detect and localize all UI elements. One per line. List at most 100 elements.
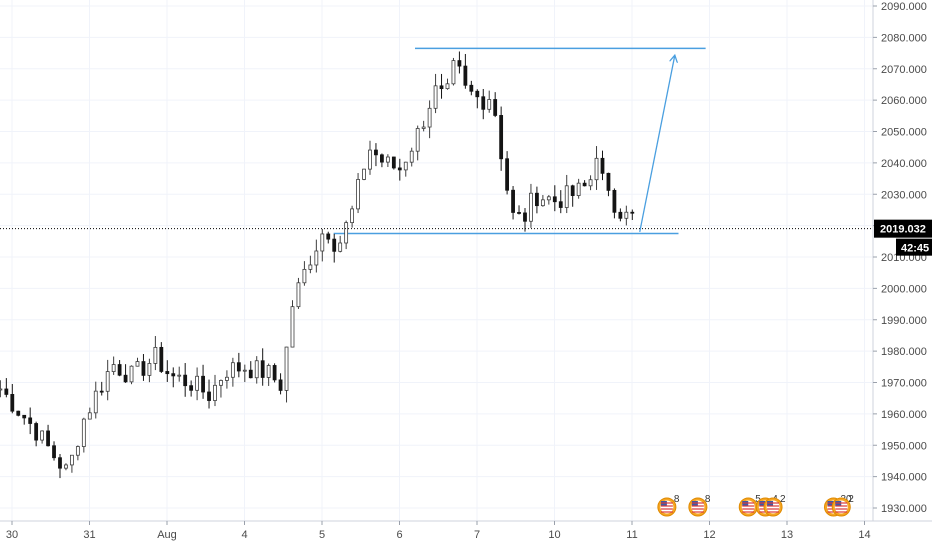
- candle: [177, 366, 182, 382]
- time-tick-label: 5: [319, 529, 325, 541]
- candle: [52, 441, 56, 461]
- candle-body: [439, 85, 444, 90]
- price-tick-label: 2070.000: [881, 64, 927, 76]
- candle-body: [535, 192, 539, 207]
- candle-body: [594, 157, 599, 181]
- candle: [380, 153, 384, 168]
- candle-layer: [0, 51, 635, 479]
- candle: [576, 178, 581, 199]
- candle-body: [105, 371, 110, 392]
- candle-body: [219, 380, 223, 386]
- event-count: 8: [674, 494, 680, 505]
- candle-body: [230, 362, 235, 378]
- economic-event-icon[interactable]: 5: [738, 494, 761, 517]
- event-count: 2: [848, 494, 854, 505]
- candle-body: [195, 375, 200, 391]
- candle-body: [576, 182, 581, 196]
- candle-body: [600, 157, 605, 174]
- time-tick-label: 31: [83, 529, 95, 541]
- candle-body: [570, 185, 575, 196]
- candle-body: [529, 192, 533, 222]
- candle: [499, 106, 504, 171]
- candle: [207, 379, 211, 409]
- candle: [564, 174, 569, 214]
- candle: [403, 161, 408, 177]
- time-tick-label: 14: [858, 529, 870, 541]
- candle-body: [207, 391, 211, 401]
- candle: [213, 374, 217, 407]
- candle: [338, 235, 343, 253]
- candle: [123, 364, 128, 383]
- candle: [242, 364, 247, 383]
- candle: [493, 92, 498, 118]
- candle-body: [338, 242, 343, 252]
- price-tick-label: 1980.000: [881, 346, 927, 358]
- candle: [529, 183, 533, 228]
- candle: [219, 379, 223, 398]
- economic-event-icon[interactable]: 2: [831, 494, 854, 517]
- time-tick-label: 10: [548, 529, 560, 541]
- candle: [415, 125, 420, 161]
- candle: [141, 354, 146, 381]
- candle: [308, 255, 313, 274]
- candle: [535, 186, 539, 214]
- candle: [111, 356, 116, 375]
- candle-body: [4, 388, 9, 395]
- candle-body: [296, 282, 301, 308]
- price-tick-label: 1950.000: [881, 440, 927, 452]
- candle-body: [171, 373, 176, 377]
- candle-body: [588, 179, 593, 187]
- candle-body: [58, 457, 62, 469]
- event-layer[interactable]: 88542302: [657, 494, 854, 517]
- candle-body: [34, 423, 39, 441]
- price-tick-label: 1940.000: [881, 472, 927, 484]
- candle-body: [248, 369, 253, 379]
- candle: [385, 154, 390, 168]
- economic-event-icon[interactable]: 8: [657, 494, 680, 517]
- candle-body: [135, 361, 140, 367]
- candle-body: [451, 60, 456, 85]
- candle: [248, 361, 253, 379]
- candle-body: [326, 233, 331, 240]
- candle-body: [356, 179, 360, 210]
- candle-body: [147, 363, 152, 376]
- time-tick-label: 30: [6, 529, 18, 541]
- candle: [344, 220, 349, 250]
- candle: [469, 80, 474, 96]
- candle-body: [415, 128, 420, 152]
- candle-body: [189, 385, 194, 391]
- candle-body: [403, 161, 408, 171]
- economic-event-icon[interactable]: 2: [763, 494, 786, 517]
- candle-body: [558, 201, 563, 208]
- candle: [618, 208, 623, 222]
- candle: [421, 120, 426, 132]
- time-tick-label: Aug: [157, 529, 177, 541]
- candle: [28, 407, 33, 435]
- candle-body: [487, 99, 492, 110]
- projection-arrow[interactable]: [639, 56, 675, 233]
- candle: [362, 168, 366, 181]
- time-tick-label: 12: [703, 529, 715, 541]
- candle: [368, 140, 372, 175]
- candle: [582, 180, 587, 187]
- candle-body: [153, 346, 158, 364]
- candle: [552, 185, 557, 212]
- candle: [427, 100, 432, 139]
- last-price-tag: [874, 219, 932, 238]
- candle: [70, 454, 74, 473]
- price-tick-label: 2030.000: [881, 189, 927, 201]
- candle-body: [475, 90, 480, 98]
- last-price-label: 2019.032: [880, 224, 926, 236]
- candle: [254, 356, 259, 384]
- economic-event-icon[interactable]: 8: [688, 494, 711, 517]
- candle-body: [236, 362, 241, 372]
- candle-body: [284, 346, 289, 391]
- candle: [117, 360, 122, 377]
- candle-body: [493, 99, 498, 116]
- candle: [284, 346, 289, 403]
- candle-body: [52, 445, 56, 459]
- drawing-layer[interactable]: [333, 47, 706, 235]
- candle-body: [350, 208, 355, 224]
- candle: [475, 89, 480, 109]
